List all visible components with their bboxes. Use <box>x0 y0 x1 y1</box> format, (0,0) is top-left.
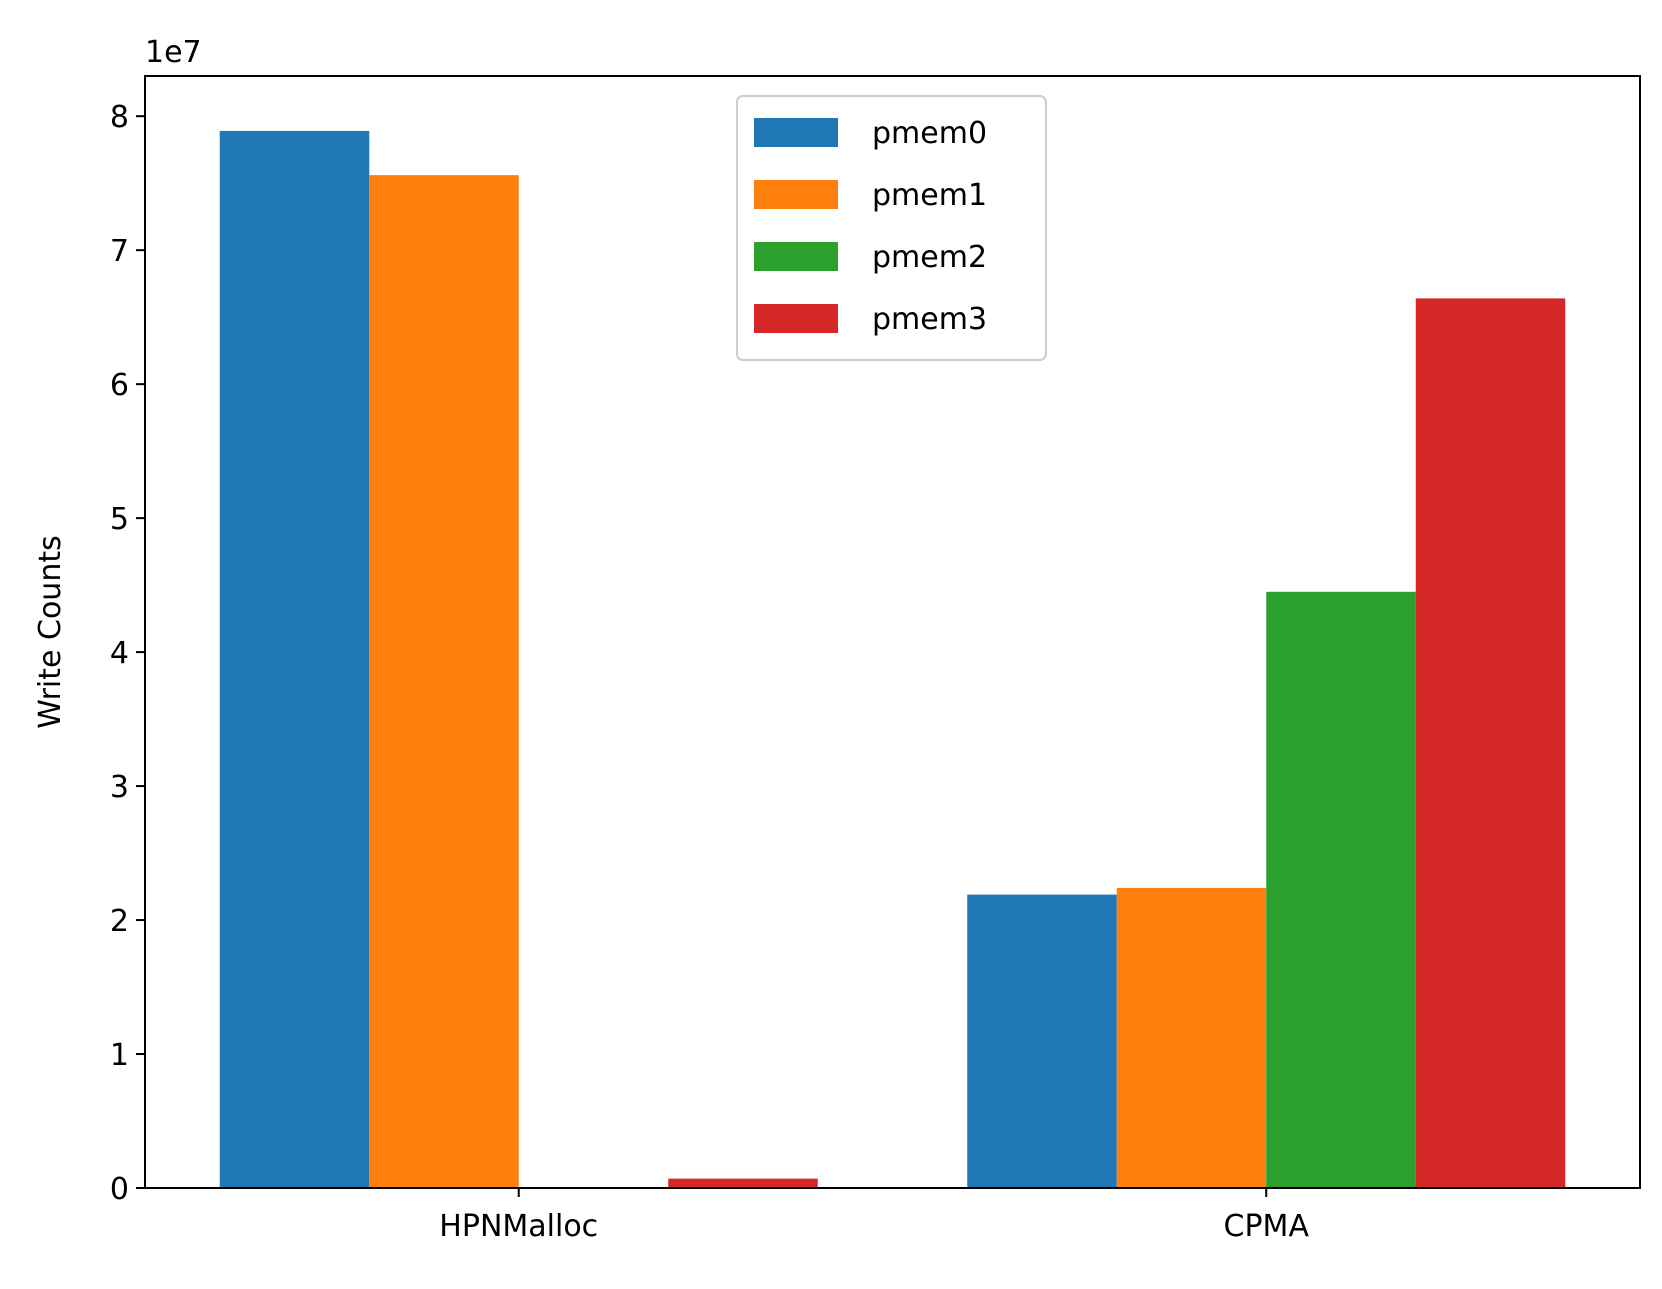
legend-label-pmem2: pmem2 <box>872 240 987 275</box>
legend-label-pmem3: pmem3 <box>872 302 987 337</box>
legend-label-pmem1: pmem1 <box>872 178 987 213</box>
legend-swatch-pmem1 <box>754 180 838 209</box>
y-axis-offset-label: 1e7 <box>145 35 202 70</box>
bar-pmem2-CPMA <box>1266 591 1416 1188</box>
x-tick-label: HPNMalloc <box>439 1209 598 1244</box>
bar-pmem0-HPNMalloc <box>219 130 370 1188</box>
bar-pmem0-CPMA <box>967 894 1117 1188</box>
y-tick-label: 4 <box>110 636 129 671</box>
legend-swatch-pmem2 <box>754 242 838 271</box>
legend-swatch-pmem0 <box>754 118 838 147</box>
y-tick-label: 0 <box>110 1172 129 1207</box>
y-axis-ticks: 0 1 2 3 4 5 6 7 8 <box>110 100 145 1207</box>
bars-group <box>219 130 1566 1189</box>
y-tick-label: 6 <box>110 368 129 403</box>
bar-pmem3-HPNMalloc <box>668 1178 818 1188</box>
legend-swatch-pmem3 <box>754 304 838 333</box>
bar-pmem1-HPNMalloc <box>369 175 519 1189</box>
x-tick-label: CPMA <box>1224 1209 1310 1244</box>
y-tick-label: 3 <box>110 770 129 805</box>
plot-frame <box>144 75 1641 1189</box>
y-tick-label: 8 <box>110 100 129 135</box>
y-tick-label: 5 <box>110 502 129 537</box>
y-tick-label: 1 <box>110 1038 129 1073</box>
y-tick-label: 2 <box>110 904 129 939</box>
y-tick-label: 7 <box>110 234 129 269</box>
legend-label-pmem0: pmem0 <box>872 116 987 151</box>
bar-pmem3-CPMA <box>1415 298 1566 1188</box>
legend-box <box>736 95 1047 361</box>
bar-pmem1-CPMA <box>1116 887 1267 1188</box>
legend: pmem0 pmem1 pmem2 pmem3 <box>736 95 1047 361</box>
y-axis-label: Write Counts <box>33 535 68 728</box>
x-axis-ticks: HPNMalloc CPMA <box>439 1188 1309 1244</box>
